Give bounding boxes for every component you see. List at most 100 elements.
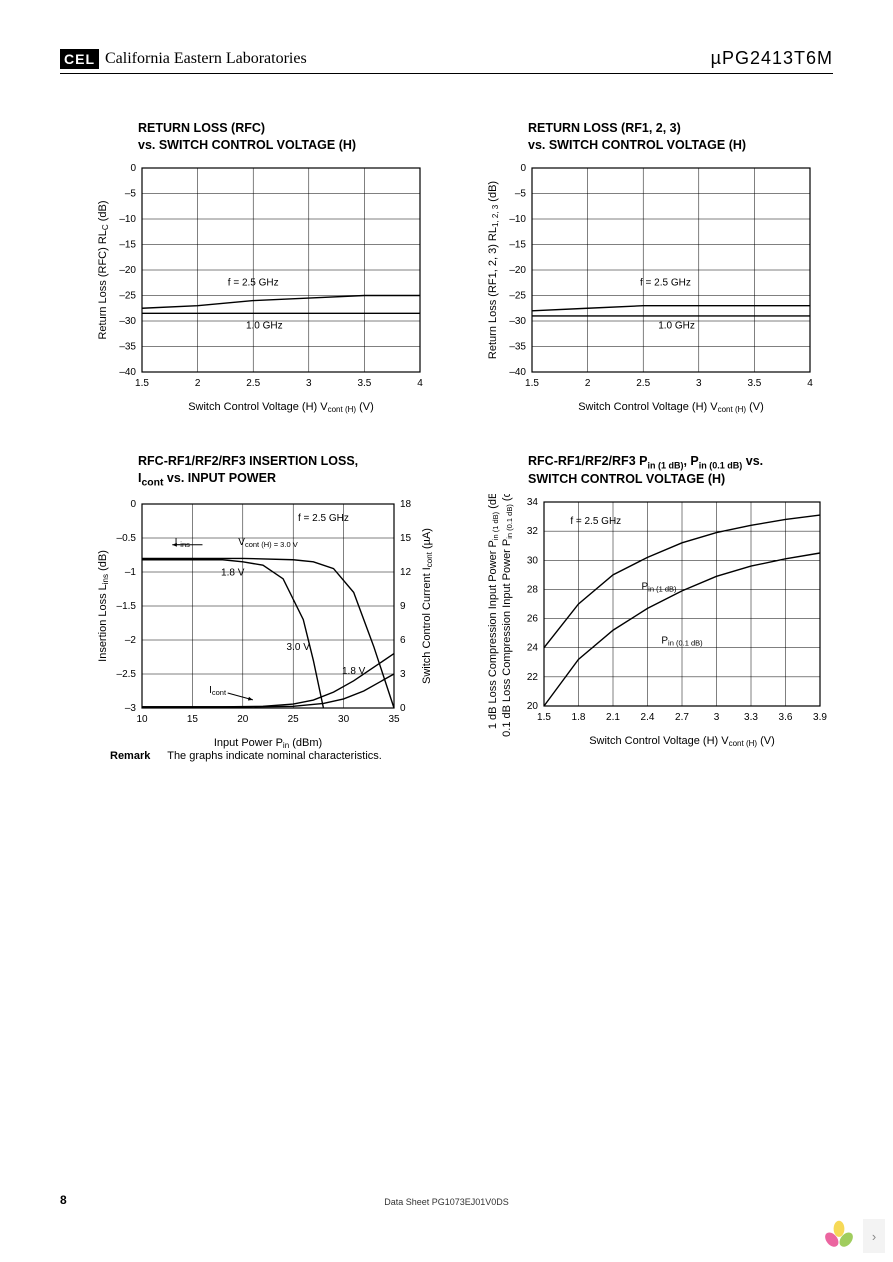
chart-compression: RFC-RF1/RF2/RF3 Pin (1 dB), Pin (0.1 dB)…	[480, 453, 830, 761]
chart1-svg: 1.522.533.540–5–10–15–20–25–30–35–40f = …	[90, 160, 440, 420]
svg-text:–1.5: –1.5	[117, 601, 137, 612]
svg-text:Switch Control Voltage (H) Vc: Switch Control Voltage (H) Vcont (H) (V)	[589, 735, 775, 748]
svg-text:–5: –5	[515, 188, 527, 199]
chart2-title: RETURN LOSS (RF1, 2, 3)vs. SWITCH CONTRO…	[528, 120, 830, 154]
company-logo: CEL California Eastern Laboratories	[60, 49, 307, 69]
svg-text:1 dB Loss Compression Input Po: 1 dB Loss Compression Input Power Pin (1…	[487, 494, 500, 729]
svg-text:15: 15	[187, 714, 199, 725]
svg-text:2: 2	[585, 378, 591, 389]
svg-text:–10: –10	[119, 214, 136, 225]
svg-text:10: 10	[136, 714, 148, 725]
svg-text:–2.5: –2.5	[117, 669, 137, 680]
remark: Remark The graphs indicate nominal chara…	[110, 750, 382, 762]
svg-text:f = 2.5 GHz: f = 2.5 GHz	[298, 513, 349, 524]
svg-text:6: 6	[400, 635, 406, 646]
chart-insertion-loss: RFC-RF1/RF2/RF3 INSERTION LOSS, Icont vs…	[90, 453, 440, 761]
svg-text:Switch Control Current Icont: Switch Control Current Icont (µA)	[421, 528, 434, 684]
svg-text:20: 20	[237, 714, 249, 725]
svg-text:18: 18	[400, 499, 412, 510]
svg-text:Switch Control Voltage (H) Vc: Switch Control Voltage (H) Vcont (H) (V)	[578, 401, 764, 414]
svg-text:4: 4	[417, 378, 423, 389]
svg-text:–2: –2	[125, 635, 137, 646]
svg-text:0.1 dB Loss Compression Input: 0.1 dB Loss Compression Input Power Pin …	[501, 494, 514, 737]
chart4-title: RFC-RF1/RF2/RF3 Pin (1 dB), Pin (0.1 dB)…	[528, 453, 830, 489]
svg-text:9: 9	[400, 601, 406, 612]
svg-text:1.5: 1.5	[135, 378, 149, 389]
svg-text:–40: –40	[509, 367, 526, 378]
svg-text:–0.5: –0.5	[117, 533, 137, 544]
svg-text:35: 35	[388, 714, 400, 725]
svg-text:2.4: 2.4	[641, 712, 655, 723]
remark-text: The graphs indicate nominal characterist…	[167, 750, 382, 762]
svg-text:0: 0	[130, 163, 136, 174]
chart4-svg: 1.51.82.12.42.733.33.63.9343230282624222…	[480, 494, 840, 754]
svg-text:Insertion Loss Lins (dB): Insertion Loss Lins (dB)	[97, 550, 110, 662]
svg-text:3.5: 3.5	[357, 378, 371, 389]
svg-text:1.5: 1.5	[525, 378, 539, 389]
svg-text:1.8 V: 1.8 V	[342, 666, 366, 677]
svg-text:3: 3	[400, 669, 406, 680]
svg-text:3: 3	[714, 712, 720, 723]
flower-icon	[821, 1218, 857, 1254]
company-name: California Eastern Laboratories	[105, 50, 307, 68]
svg-text:–30: –30	[119, 316, 136, 327]
chart-return-loss-rf123: RETURN LOSS (RF1, 2, 3)vs. SWITCH CONTRO…	[480, 120, 830, 425]
svg-text:Switch Control Voltage (H) Vc: Switch Control Voltage (H) Vcont (H) (V)	[188, 401, 374, 414]
svg-text:0: 0	[130, 499, 136, 510]
cel-box: CEL	[60, 49, 99, 69]
svg-text:4: 4	[807, 378, 813, 389]
svg-text:Return Loss (RF1, 2, 3) RL1,: Return Loss (RF1, 2, 3) RL1, 2, 3 (dB)	[487, 181, 500, 359]
svg-text:–15: –15	[509, 239, 526, 250]
svg-text:32: 32	[527, 526, 539, 537]
svg-text:1.8 V: 1.8 V	[221, 568, 245, 579]
svg-text:15: 15	[400, 533, 412, 544]
footer-text: Data Sheet PG1073EJ01V0DS	[0, 1197, 893, 1207]
svg-text:3.6: 3.6	[779, 712, 793, 723]
chart-return-loss-rfc: RETURN LOSS (RFC)vs. SWITCH CONTROL VOLT…	[90, 120, 440, 425]
svg-text:28: 28	[527, 585, 539, 596]
svg-text:25: 25	[288, 714, 300, 725]
svg-text:3: 3	[306, 378, 312, 389]
svg-text:26: 26	[527, 614, 539, 625]
svg-text:Return Loss (RFC) RLC (dB): Return Loss (RFC) RLC (dB)	[97, 200, 110, 339]
svg-text:0: 0	[400, 703, 406, 714]
svg-text:1.5: 1.5	[537, 712, 551, 723]
svg-text:f = 2.5 GHz: f = 2.5 GHz	[640, 277, 691, 288]
charts-area: RETURN LOSS (RFC)vs. SWITCH CONTROL VOLT…	[90, 120, 830, 789]
svg-text:1.0 GHz: 1.0 GHz	[246, 320, 283, 331]
chart3-title: RFC-RF1/RF2/RF3 INSERTION LOSS, Icont vs…	[138, 453, 440, 490]
svg-text:3.0 V: 3.0 V	[287, 642, 311, 653]
svg-text:20: 20	[527, 701, 539, 712]
svg-text:–15: –15	[119, 239, 136, 250]
corner-decor: ›	[821, 1218, 885, 1254]
svg-text:3.5: 3.5	[747, 378, 761, 389]
chart3-svg: 1015202530350–0.5–1–1.5–2–2.5–3181512963…	[90, 496, 440, 756]
svg-text:–25: –25	[119, 290, 136, 301]
svg-text:22: 22	[527, 672, 539, 683]
svg-text:–1: –1	[125, 567, 137, 578]
svg-text:–3: –3	[125, 703, 137, 714]
svg-text:–20: –20	[509, 265, 526, 276]
chart2-svg: 1.522.533.540–5–10–15–20–25–30–35–40f = …	[480, 160, 830, 420]
svg-text:–5: –5	[125, 188, 137, 199]
svg-text:3.9: 3.9	[813, 712, 827, 723]
svg-text:12: 12	[400, 567, 412, 578]
chevron-right-icon[interactable]: ›	[863, 1219, 885, 1253]
svg-text:30: 30	[527, 556, 539, 567]
svg-text:0: 0	[520, 163, 526, 174]
svg-text:Lins: Lins	[175, 537, 190, 549]
svg-text:–30: –30	[509, 316, 526, 327]
svg-text:–10: –10	[509, 214, 526, 225]
svg-text:Icont: Icont	[209, 685, 227, 697]
svg-text:Pin (1 dB): Pin (1 dB)	[641, 582, 677, 594]
svg-text:–35: –35	[119, 341, 136, 352]
part-number: µPG2413T6M	[711, 48, 833, 69]
svg-text:2.5: 2.5	[636, 378, 650, 389]
svg-text:–20: –20	[119, 265, 136, 276]
svg-text:f = 2.5 GHz: f = 2.5 GHz	[228, 277, 279, 288]
svg-text:30: 30	[338, 714, 350, 725]
svg-text:Vcont (H) = 3.0 V: Vcont (H) = 3.0 V	[238, 537, 297, 549]
svg-text:2.7: 2.7	[675, 712, 689, 723]
svg-text:Input Power Pin (dBm): Input Power Pin (dBm)	[214, 737, 322, 750]
svg-text:24: 24	[527, 643, 539, 654]
